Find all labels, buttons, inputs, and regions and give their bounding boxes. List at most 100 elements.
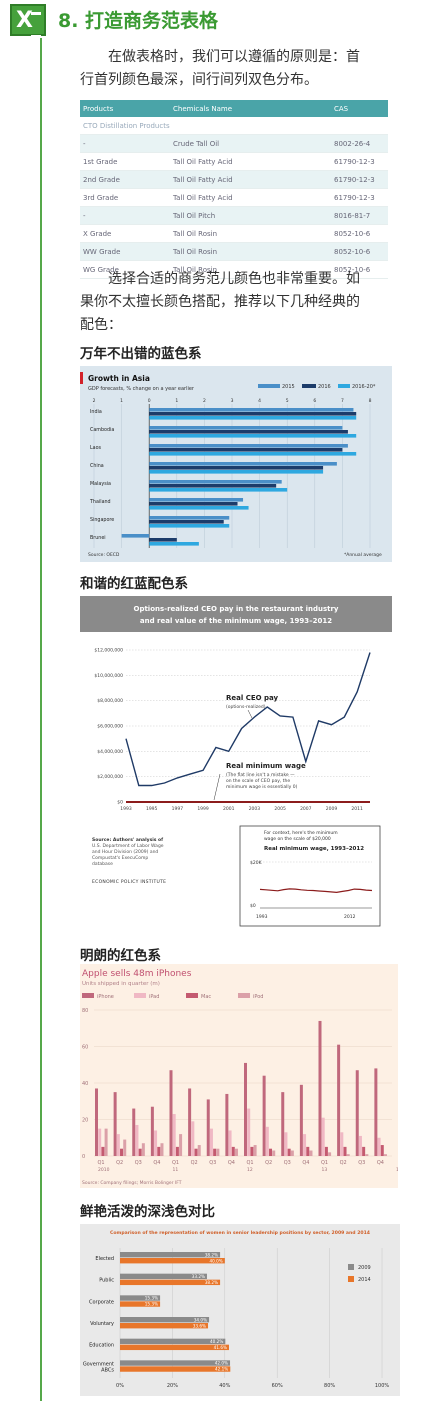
year-label: 12 — [247, 1167, 253, 1173]
category-label: Public — [99, 1278, 114, 1284]
table-cell: X Grade — [80, 224, 170, 243]
table-cell: 8052-10-6 — [331, 242, 388, 261]
table-cell: 61790-12-3 — [331, 170, 388, 189]
x-tick-label: 2 — [93, 398, 96, 404]
bar — [149, 466, 324, 470]
bar — [209, 1128, 213, 1156]
x-tick-label: Q3 — [209, 1160, 216, 1166]
table-cell: 61790-12-3 — [331, 152, 388, 171]
table-row: WG Grade Tall Oil Rosin 8052-10-6 — [80, 260, 388, 279]
bar — [213, 1148, 217, 1156]
bar — [149, 520, 224, 524]
bar — [340, 1132, 344, 1156]
bar — [247, 1108, 251, 1156]
table-cell: Tall Oil Fatty Acid — [170, 170, 331, 189]
x-tick-label: 5 — [286, 398, 289, 404]
bar — [188, 1088, 192, 1156]
legend-label: Mac — [201, 994, 211, 1000]
bar — [299, 1084, 303, 1156]
bar — [262, 1075, 266, 1156]
source-line-4: Compustat's ExecuComp — [92, 855, 148, 861]
ceo-chart-marks: $0 $2,000,000 $4,000,000 $6,000,000 $8,000,0… — [94, 648, 371, 812]
bar-label: 40.0% — [209, 1258, 222, 1263]
bar — [216, 1148, 220, 1156]
x-tick-label: 2011 — [351, 806, 363, 812]
x-tick-label: Q2 — [191, 1160, 198, 1166]
x-tick-label: Q1 — [97, 1160, 104, 1166]
y-tick-label: 20 — [82, 1118, 88, 1124]
ceo-pay-line — [125, 652, 371, 787]
bar — [120, 1295, 161, 1301]
bar — [120, 1252, 221, 1258]
y-tick-label: $0 — [117, 800, 123, 806]
x-tick-label: Q1 — [321, 1160, 328, 1166]
x-tick-label: 100% — [375, 1383, 390, 1389]
bar — [120, 1258, 225, 1264]
source-line-3: and Hour Division (2009) and — [92, 849, 158, 855]
chart-title: Comparison of the representation of wome… — [110, 1230, 370, 1236]
category-label: Thailand — [89, 499, 111, 505]
y-tick-label: $4,000,000 — [97, 749, 123, 755]
inset-x-end: 2012 — [344, 914, 356, 920]
para2-line-2: 果你不太擅长颜色搭配，推荐以下几种经典的 — [80, 294, 360, 310]
bar — [120, 1148, 124, 1156]
table-cell: - — [80, 134, 170, 153]
bar — [383, 1154, 387, 1156]
y-tick-label: 60 — [82, 1045, 88, 1051]
bar — [113, 1092, 117, 1156]
legend-label-2016: 2016 — [318, 384, 331, 390]
x-tick-label: Q4 — [377, 1160, 384, 1166]
category-label: ABCs — [101, 1367, 114, 1373]
section-heading-blue: 万年不出错的蓝色系 — [80, 346, 202, 362]
x-tick-label: Q4 — [302, 1160, 309, 1166]
bar — [324, 1146, 328, 1156]
x-tick-label: 2 — [203, 398, 206, 404]
bar — [197, 1145, 201, 1156]
legend-swatch-2015 — [258, 384, 280, 388]
bar — [160, 1143, 164, 1156]
bar — [157, 1146, 161, 1156]
legend-label: iPhone — [97, 994, 114, 1000]
x-tick-label: Q1 — [246, 1160, 253, 1166]
x-tick-label: 1997 — [172, 806, 184, 812]
year-label: 14 — [396, 1167, 398, 1173]
bar — [121, 534, 150, 538]
bar — [141, 1143, 145, 1156]
bar — [346, 1154, 350, 1156]
excel-x-glyph: X — [16, 8, 33, 33]
bar — [149, 416, 357, 420]
legend-label: iPod — [253, 994, 263, 1000]
bar — [358, 1135, 362, 1156]
year-label: 13 — [322, 1167, 328, 1173]
x-tick-label: Q4 — [153, 1160, 160, 1166]
x-tick-label: 0% — [116, 1383, 124, 1389]
table-row: - Tall Oil Pitch 8016-81-7 — [80, 206, 388, 225]
bar-label: 34.0% — [194, 1317, 207, 1322]
y-tick-label: $2,000,000 — [97, 774, 123, 780]
table-row: 3rd Grade Tall Oil Fatty Acid 61790-12-3 — [80, 188, 388, 207]
bar — [120, 1273, 207, 1280]
y-tick-label: $12,000,000 — [94, 648, 123, 654]
y-tick-label: 80 — [82, 1008, 88, 1014]
x-tick-label: 2007 — [300, 806, 312, 812]
category-label: Government — [83, 1361, 114, 1367]
bar — [95, 1088, 98, 1156]
bar — [328, 1152, 332, 1156]
bar — [234, 1148, 238, 1156]
x-tick-label: 20% — [167, 1383, 178, 1389]
source-line-1: Source: Authors' analysis of — [92, 837, 163, 843]
inset-y-bottom: $0 — [250, 903, 256, 909]
inset-marks — [259, 861, 373, 909]
bar — [179, 1134, 183, 1156]
x-tick-label: Q2 — [116, 1160, 123, 1166]
bar — [120, 1279, 221, 1286]
bar — [377, 1137, 381, 1156]
chart-subtitle: GDP forecasts, % change on a year earlie… — [88, 386, 195, 392]
bar — [149, 516, 230, 520]
x-tick-label: Q4 — [228, 1160, 235, 1166]
bar — [231, 1146, 235, 1156]
bar — [149, 538, 177, 542]
bar — [149, 498, 244, 502]
category-label: Voluntary — [90, 1321, 114, 1327]
x-tick-label: 40% — [219, 1383, 230, 1389]
